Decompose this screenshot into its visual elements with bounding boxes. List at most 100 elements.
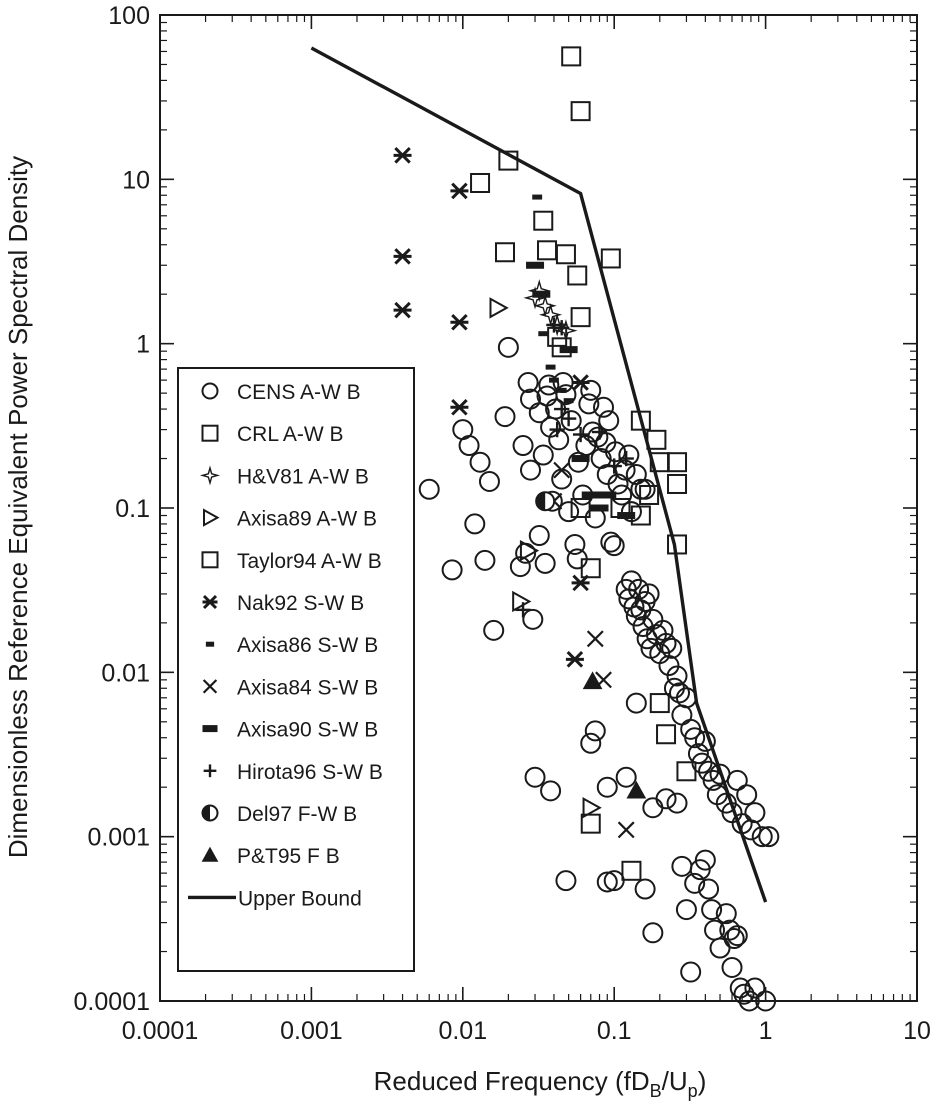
data-point [680, 961, 702, 983]
data-point [698, 878, 720, 900]
data-point [687, 743, 709, 765]
data-point [580, 379, 602, 401]
data-point [667, 473, 688, 494]
legend-label: Axisa89 A-W B [237, 508, 377, 531]
legend-label: CENS A-W B [237, 381, 361, 404]
data-point [560, 410, 582, 432]
series-h-v81-a-w-b [523, 279, 578, 343]
data-point [556, 387, 567, 393]
data-point [603, 535, 625, 557]
data-point [567, 265, 588, 286]
data-point [723, 928, 745, 950]
data-point [634, 478, 656, 500]
legend-marker [201, 424, 219, 442]
data-point [671, 704, 693, 726]
data-point [751, 826, 773, 848]
data-point [593, 396, 615, 418]
data-point [617, 512, 636, 520]
y-tick-label: 10 [122, 166, 150, 194]
data-point [625, 692, 647, 714]
data-point [584, 720, 606, 742]
data-point [606, 458, 622, 474]
data-point [553, 461, 571, 479]
legend-item-cens-a-w-b: CENS A-W B [201, 381, 361, 404]
data-point [655, 788, 677, 810]
data-point [497, 336, 519, 358]
data-point [596, 871, 618, 893]
x-axis-title-main: Reduced Frequency (fD [374, 1066, 650, 1096]
data-point [495, 242, 516, 263]
data-point [649, 693, 670, 714]
data-point [555, 870, 577, 892]
data-point [464, 513, 486, 535]
data-point [441, 559, 463, 581]
legend-marker [205, 641, 215, 647]
legend-item-taylor94-a-w-b: Taylor94 A-W B [201, 550, 382, 573]
data-point [580, 813, 601, 834]
data-point [736, 784, 758, 806]
data-point [522, 608, 544, 630]
series-axisa86-s-w-b [532, 194, 574, 404]
data-point [618, 444, 640, 466]
data-point [571, 374, 590, 391]
data-point [528, 402, 550, 424]
data-point [527, 279, 551, 303]
data-point [565, 651, 584, 668]
legend-marker [201, 804, 219, 822]
legend-marker [203, 508, 220, 527]
data-point [600, 248, 621, 269]
data-point [572, 426, 589, 443]
data-point [590, 504, 609, 512]
data-point [519, 459, 541, 481]
series-del97-f-w-b [535, 491, 556, 512]
series-hirota96-s-w-b [515, 317, 634, 618]
legend-marker [203, 764, 217, 778]
data-point [418, 478, 440, 500]
data-point [656, 724, 677, 745]
data-point [675, 687, 697, 709]
x-tick-label: 10 [903, 1017, 931, 1045]
data-point [534, 552, 556, 574]
legend-item-hirota96-s-w-b: Hirota96 S-W B [203, 761, 383, 784]
x-axis-title: Reduced Frequency (fDB/Up) [374, 1066, 707, 1101]
legend-label: Axisa84 S-W B [237, 676, 378, 699]
data-point [715, 903, 737, 925]
data-point [666, 665, 688, 687]
data-point [694, 849, 716, 871]
legend-label: Del97 F-W B [237, 803, 357, 826]
legend-label: CRL A-W B [237, 423, 344, 446]
legend-label: Hirota96 S-W B [237, 761, 383, 784]
data-point [621, 860, 642, 881]
data-point [532, 444, 554, 466]
data-point [598, 491, 617, 499]
data-point [580, 558, 601, 579]
data-point [652, 619, 674, 641]
series-axisa90-s-w-b [526, 261, 636, 520]
data-series [310, 46, 780, 1012]
data-point [538, 331, 549, 337]
y-tick-label: 100 [108, 2, 150, 30]
data-point [393, 147, 412, 164]
data-point [598, 410, 620, 432]
series-axisa89-a-w-b [489, 297, 602, 819]
data-point [666, 792, 688, 814]
data-point [615, 766, 637, 788]
data-point [535, 491, 556, 512]
legend-item-h-v81-a-w-b: H&V81 A-W B [199, 465, 369, 488]
data-point [494, 406, 516, 428]
data-point [549, 377, 559, 383]
data-point [642, 797, 664, 819]
x-tick-label: 0.01 [438, 1017, 487, 1045]
data-point [744, 977, 766, 999]
legend-label: Nak92 S-W B [237, 592, 364, 615]
data-point [571, 574, 590, 592]
data-point [450, 182, 469, 200]
data-point [555, 244, 576, 265]
data-point [586, 630, 604, 648]
data-point [684, 727, 706, 749]
legend-label: Taylor94 A-W B [237, 550, 382, 573]
data-point [671, 855, 693, 877]
data-point [517, 372, 539, 394]
data-point [469, 451, 491, 473]
data-point [738, 990, 760, 1012]
